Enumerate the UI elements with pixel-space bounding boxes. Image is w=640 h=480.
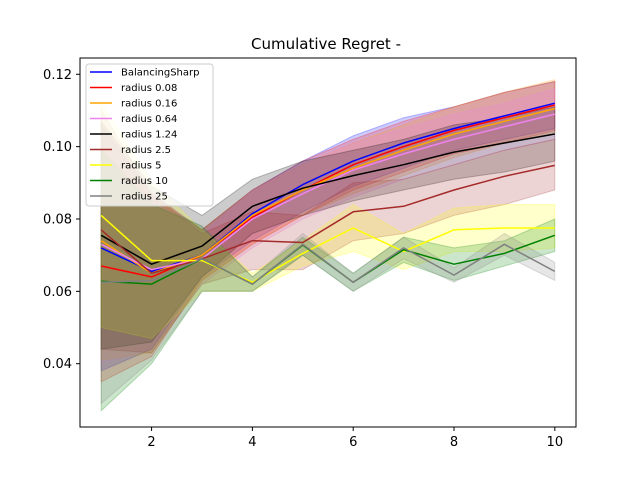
x-tick-label: 2 xyxy=(147,435,155,450)
legend-label: radius 2.5 xyxy=(121,145,171,156)
legend-label: radius 0.64 xyxy=(121,114,177,125)
legend-label: radius 0.08 xyxy=(121,83,177,94)
legend-label: radius 5 xyxy=(121,161,161,172)
band-series-5 xyxy=(100,108,556,354)
legend-label: radius 0.16 xyxy=(121,99,177,110)
band-series-0 xyxy=(100,80,556,372)
x-axis: 2 4 6 8 10 xyxy=(147,427,563,450)
line-series-8 xyxy=(101,243,556,285)
band-series-7 xyxy=(100,148,556,412)
plot-frame xyxy=(79,57,577,428)
y-tick-label: 0.10 xyxy=(43,140,72,155)
legend-label: BalancingSharp xyxy=(121,68,199,79)
line-series-4 xyxy=(100,133,555,265)
legend-label: radius 10 xyxy=(121,176,168,187)
x-tick-label: 8 xyxy=(450,435,458,450)
y-tick-label: 0.06 xyxy=(43,285,72,300)
y-tick-label: 0.08 xyxy=(43,212,72,227)
band-series-6 xyxy=(100,101,556,339)
line-series-0 xyxy=(100,102,555,273)
band-series-8 xyxy=(100,160,556,405)
legend-label: radius 1.24 xyxy=(121,130,177,141)
chart-title: Cumulative Regret - xyxy=(251,35,401,53)
line-series-6 xyxy=(100,214,555,284)
band-series-4 xyxy=(100,106,556,350)
legend: BalancingSharp radius 0.08 radius 0.16 radi… xyxy=(85,63,214,207)
y-tick-label: 0.12 xyxy=(43,68,72,83)
x-tick-label: 6 xyxy=(349,435,357,450)
x-tick-label: 10 xyxy=(547,435,564,450)
legend-label: radius 25 xyxy=(121,192,168,203)
band-series-3 xyxy=(100,88,556,365)
y-axis: 0.04 0.06 0.08 0.10 0.12 xyxy=(43,68,80,372)
confidence-bands xyxy=(100,79,556,412)
legend-box xyxy=(85,63,214,207)
line-series-5 xyxy=(100,164,555,275)
x-tick-label: 4 xyxy=(248,435,256,450)
y-tick-label: 0.04 xyxy=(43,357,72,372)
series-lines xyxy=(100,102,556,285)
